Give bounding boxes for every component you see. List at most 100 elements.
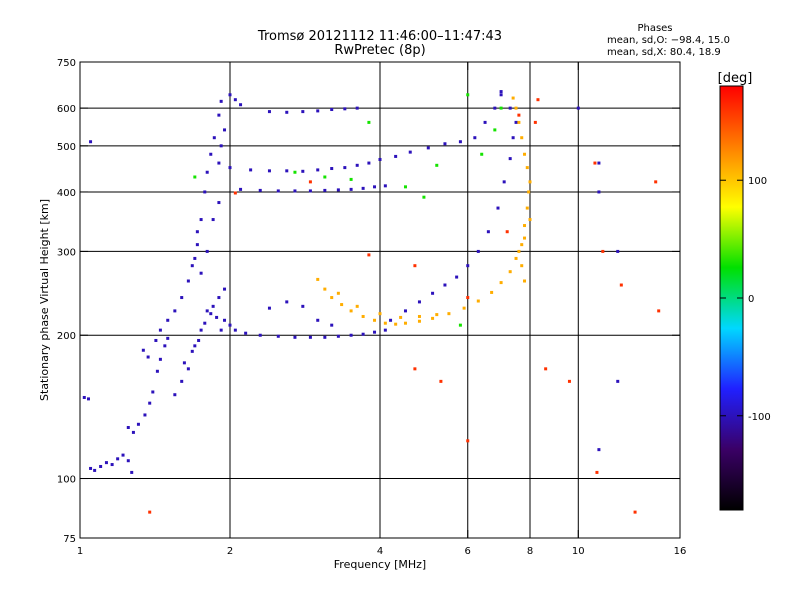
y-axis-label: Stationary phase Virtual Height [km] xyxy=(38,199,51,401)
data-point xyxy=(443,283,447,287)
data-point xyxy=(190,264,194,268)
chart-title: Tromsø 20121112 11:46:00–11:47:43 xyxy=(257,29,502,44)
data-point xyxy=(523,224,527,228)
data-point xyxy=(525,206,529,210)
data-point xyxy=(155,369,159,373)
data-point xyxy=(523,152,527,156)
y-tick-label: 600 xyxy=(57,104,76,115)
data-point xyxy=(301,110,305,114)
data-point xyxy=(486,230,490,234)
data-point xyxy=(316,277,320,281)
y-tick-label: 200 xyxy=(57,331,76,342)
data-point xyxy=(403,309,407,313)
data-point xyxy=(490,290,494,294)
data-point xyxy=(355,304,359,308)
data-point xyxy=(217,201,221,205)
data-point xyxy=(525,166,529,170)
data-point xyxy=(383,328,387,332)
data-point xyxy=(158,357,162,361)
data-point xyxy=(533,120,537,124)
data-point xyxy=(205,309,209,313)
data-point xyxy=(228,323,232,327)
data-point xyxy=(349,177,353,181)
stats-line-o: mean, sd,O: −98.4, 15.0 xyxy=(607,35,730,46)
data-point xyxy=(528,180,532,184)
data-point xyxy=(89,466,93,470)
data-point xyxy=(267,306,271,310)
data-point xyxy=(340,303,344,307)
data-point xyxy=(373,330,377,334)
data-point xyxy=(323,287,327,291)
y-tick-label: 400 xyxy=(57,188,76,199)
x-axis-label: Frequency [MHz] xyxy=(334,558,426,571)
data-point xyxy=(499,90,503,94)
data-point xyxy=(355,163,359,167)
data-point xyxy=(336,291,340,295)
data-point xyxy=(527,190,531,194)
data-point xyxy=(480,152,484,156)
data-point xyxy=(373,318,377,322)
data-point xyxy=(276,189,280,193)
x-axis: 1 2 4 6 8 10 16 xyxy=(77,62,686,557)
data-point xyxy=(233,98,237,102)
data-point xyxy=(367,120,371,124)
data-point xyxy=(205,249,209,253)
data-point xyxy=(466,93,470,97)
data-point xyxy=(190,349,194,353)
colorbar-label: [deg] xyxy=(718,71,753,86)
data-point xyxy=(131,430,135,434)
data-point xyxy=(323,188,327,192)
data-point xyxy=(373,185,377,189)
data-point xyxy=(595,470,599,474)
data-point xyxy=(219,144,223,148)
data-point xyxy=(544,367,548,371)
data-point xyxy=(199,218,203,222)
data-point xyxy=(355,106,359,110)
data-point xyxy=(199,271,203,275)
data-point xyxy=(258,333,262,337)
data-point xyxy=(399,315,403,319)
colorbar-ticks: -100 0 100 xyxy=(720,176,771,423)
data-point xyxy=(458,140,462,144)
data-point xyxy=(93,468,97,472)
data-point xyxy=(505,230,509,234)
data-point xyxy=(197,338,201,342)
data-point xyxy=(228,93,232,97)
data-point xyxy=(217,161,221,165)
data-point xyxy=(110,463,114,467)
colorbar-tick-label: 0 xyxy=(748,294,754,305)
y-tick-label: 75 xyxy=(63,534,76,545)
data-point xyxy=(244,331,248,335)
data-point xyxy=(657,309,661,313)
data-point xyxy=(496,206,500,210)
data-point xyxy=(148,401,152,405)
data-point xyxy=(616,379,620,383)
data-point xyxy=(203,190,207,194)
data-point xyxy=(163,344,167,348)
data-point xyxy=(601,249,605,253)
data-point xyxy=(211,218,215,222)
data-point xyxy=(301,304,305,308)
data-point xyxy=(330,108,334,112)
data-point xyxy=(383,321,387,325)
stats-heading: Phases xyxy=(637,23,672,34)
x-tick-label: 1 xyxy=(77,546,83,557)
data-point xyxy=(141,348,145,352)
data-point xyxy=(239,187,243,191)
data-point xyxy=(316,109,320,113)
data-point xyxy=(173,309,177,313)
data-point xyxy=(502,180,506,184)
y-tick-label: 750 xyxy=(57,58,76,69)
data-point xyxy=(285,169,289,173)
data-point xyxy=(361,332,365,336)
stats-line-x: mean, sd,X: 80.4, 18.9 xyxy=(607,47,721,58)
data-point xyxy=(180,296,184,300)
colorbar-tick-label: 100 xyxy=(748,176,767,187)
data-point xyxy=(493,128,497,132)
data-point xyxy=(330,323,334,327)
data-point xyxy=(520,264,524,268)
data-point xyxy=(473,136,477,140)
data-point xyxy=(293,189,297,193)
data-point xyxy=(89,140,93,144)
